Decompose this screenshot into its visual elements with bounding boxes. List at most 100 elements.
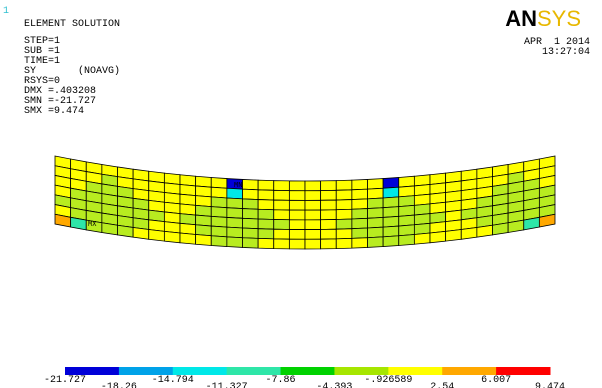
mesh-element xyxy=(304,229,322,240)
legend-label: -11.327 xyxy=(206,382,248,388)
mesh-element xyxy=(460,227,478,240)
legend-swatch xyxy=(118,367,174,375)
mesh-element xyxy=(492,222,509,236)
mesh-element xyxy=(429,230,447,244)
info-line: SMN =-21.727 xyxy=(24,96,96,107)
mesh-element xyxy=(195,234,212,246)
mesh-element xyxy=(304,180,322,192)
mesh-element xyxy=(304,209,322,221)
mesh-element xyxy=(242,198,259,210)
mesh-element xyxy=(320,209,337,221)
mesh-element xyxy=(242,237,259,249)
mesh-element xyxy=(163,230,181,244)
mesh-element xyxy=(132,227,150,240)
mesh-element xyxy=(117,224,134,238)
mesh-element xyxy=(538,213,556,228)
mesh-element xyxy=(257,208,275,220)
mesh-element xyxy=(288,209,306,221)
mesh-element xyxy=(382,225,400,238)
mesh-element xyxy=(273,209,290,221)
mesh-element xyxy=(242,179,259,191)
mesh-element xyxy=(382,235,400,247)
mesh-element xyxy=(273,199,290,211)
mesh-element xyxy=(288,190,306,201)
date: APR 1 2014 xyxy=(524,37,590,48)
mesh-element xyxy=(382,177,400,189)
mesh-element xyxy=(242,227,259,239)
mesh-element xyxy=(210,186,228,199)
info-line: STEP=1 xyxy=(24,36,60,47)
info-line: SUB =1 xyxy=(24,46,60,57)
mesh-element xyxy=(304,238,322,250)
mesh-element xyxy=(398,204,415,217)
mesh-element xyxy=(288,199,306,211)
mesh-element xyxy=(335,208,353,220)
mesh-element xyxy=(398,175,415,188)
mesh-element xyxy=(195,175,212,188)
mesh-element xyxy=(304,219,322,230)
legend-swatch xyxy=(226,367,282,375)
logo-part: SYS xyxy=(537,6,581,31)
mesh-element xyxy=(398,214,415,227)
mesh-element xyxy=(273,219,290,230)
min-marker: MN xyxy=(234,182,242,190)
mesh-element xyxy=(288,219,306,230)
mesh-element xyxy=(195,185,212,198)
title: ELEMENT SOLUTION xyxy=(24,19,120,30)
mesh-element xyxy=(335,189,353,201)
mesh-element xyxy=(226,236,243,248)
legend-label: -21.727 xyxy=(44,375,86,386)
mesh-element xyxy=(413,193,431,206)
legend-label: -.926589 xyxy=(364,375,412,386)
mesh-element xyxy=(210,215,228,228)
mesh-element xyxy=(101,222,118,236)
mesh-element xyxy=(257,228,275,240)
mesh-element xyxy=(179,213,197,226)
mesh-element xyxy=(320,219,337,230)
info-line: TIME=1 xyxy=(24,56,60,67)
info-line: SY (NOAVG) xyxy=(24,65,120,77)
mesh-element xyxy=(398,195,415,208)
mesh-element xyxy=(288,180,306,192)
mesh-element xyxy=(179,222,197,235)
mesh-element xyxy=(398,185,415,198)
mesh-element xyxy=(226,216,243,229)
mesh-element xyxy=(335,199,353,211)
mesh-element xyxy=(210,225,228,238)
mesh-element xyxy=(148,229,165,242)
mesh-element xyxy=(179,184,197,197)
mesh-element xyxy=(413,203,431,216)
legend-label: -4.393 xyxy=(316,382,352,388)
mesh-element xyxy=(367,187,384,200)
mesh-element xyxy=(367,207,384,219)
logo-part: AN xyxy=(505,6,537,31)
mesh-element xyxy=(195,224,212,237)
beam-mesh xyxy=(54,155,556,250)
color-legend: -21.727 -18.26 -14.794 -11.327 -7.86 -4.393 -.… xyxy=(44,367,565,388)
mesh-element xyxy=(351,179,368,191)
mesh-element xyxy=(179,174,197,187)
info-line: SMX =9.474 xyxy=(24,106,84,117)
mesh-element xyxy=(413,184,431,197)
mesh-element xyxy=(195,204,212,217)
mesh-element xyxy=(367,236,384,248)
mesh-element xyxy=(351,227,368,239)
legend-swatch xyxy=(65,367,120,375)
mesh-element xyxy=(179,193,197,206)
mesh-element xyxy=(195,195,212,208)
mesh-element xyxy=(242,208,259,220)
legend-swatch xyxy=(496,367,551,375)
mesh-element xyxy=(273,180,290,192)
mesh-element xyxy=(320,180,337,192)
mesh-element xyxy=(179,232,197,245)
mesh-element xyxy=(367,226,384,239)
mesh-element xyxy=(382,196,400,209)
mesh-element xyxy=(257,189,275,201)
mesh-element xyxy=(242,217,259,230)
mesh-element xyxy=(382,206,400,218)
legend-label: 9.474 xyxy=(535,382,565,388)
legend-label: -18.26 xyxy=(101,382,137,388)
mesh-element xyxy=(335,179,353,191)
